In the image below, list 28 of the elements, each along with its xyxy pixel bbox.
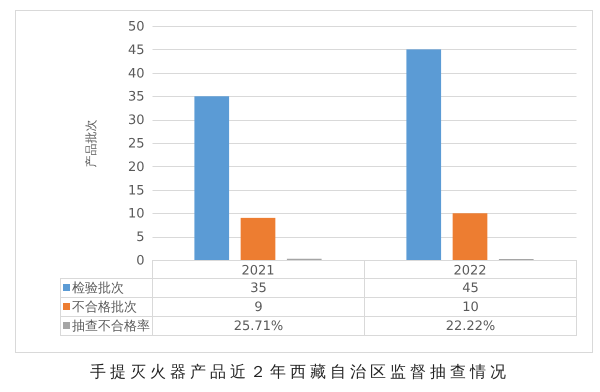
- y-tick-label: 30: [128, 113, 144, 128]
- legend-label: 不合格批次: [60, 298, 152, 316]
- y-tick-label: 0: [136, 254, 144, 268]
- data-label: 10: [364, 298, 576, 316]
- text: 手提灭火器产品近２年西藏自治区监督抽查情况: [89, 362, 511, 383]
- y-tick-label: 25: [128, 136, 144, 152]
- legend-label: 抽查不合格率: [60, 316, 152, 336]
- y-tick-label: 50: [128, 20, 144, 34]
- y-tick-label: 15: [128, 183, 144, 198]
- y-axis-title: 产品批次: [84, 120, 98, 168]
- data-label: 22.22%: [364, 316, 576, 336]
- legend-label: 检验批次: [60, 278, 152, 298]
- y-tick-label: 35: [128, 90, 144, 105]
- y-tick-label: 45: [128, 42, 144, 58]
- y-tick-label: 10: [128, 206, 144, 222]
- x-tick-label: 2022: [453, 264, 487, 278]
- y-tick-label: 20: [128, 160, 144, 175]
- data-label: 9: [152, 298, 364, 316]
- bar: [194, 96, 230, 260]
- bar: [240, 218, 276, 260]
- bar: [452, 213, 488, 260]
- y-tick-label: 40: [128, 66, 144, 82]
- y-tick-label: 5: [136, 230, 144, 246]
- x-tick-label: 2021: [241, 264, 275, 278]
- data-label: 45: [364, 278, 576, 298]
- data-label: 35: [152, 278, 364, 298]
- data-label: 25.71%: [152, 316, 364, 336]
- bar: [406, 49, 442, 260]
